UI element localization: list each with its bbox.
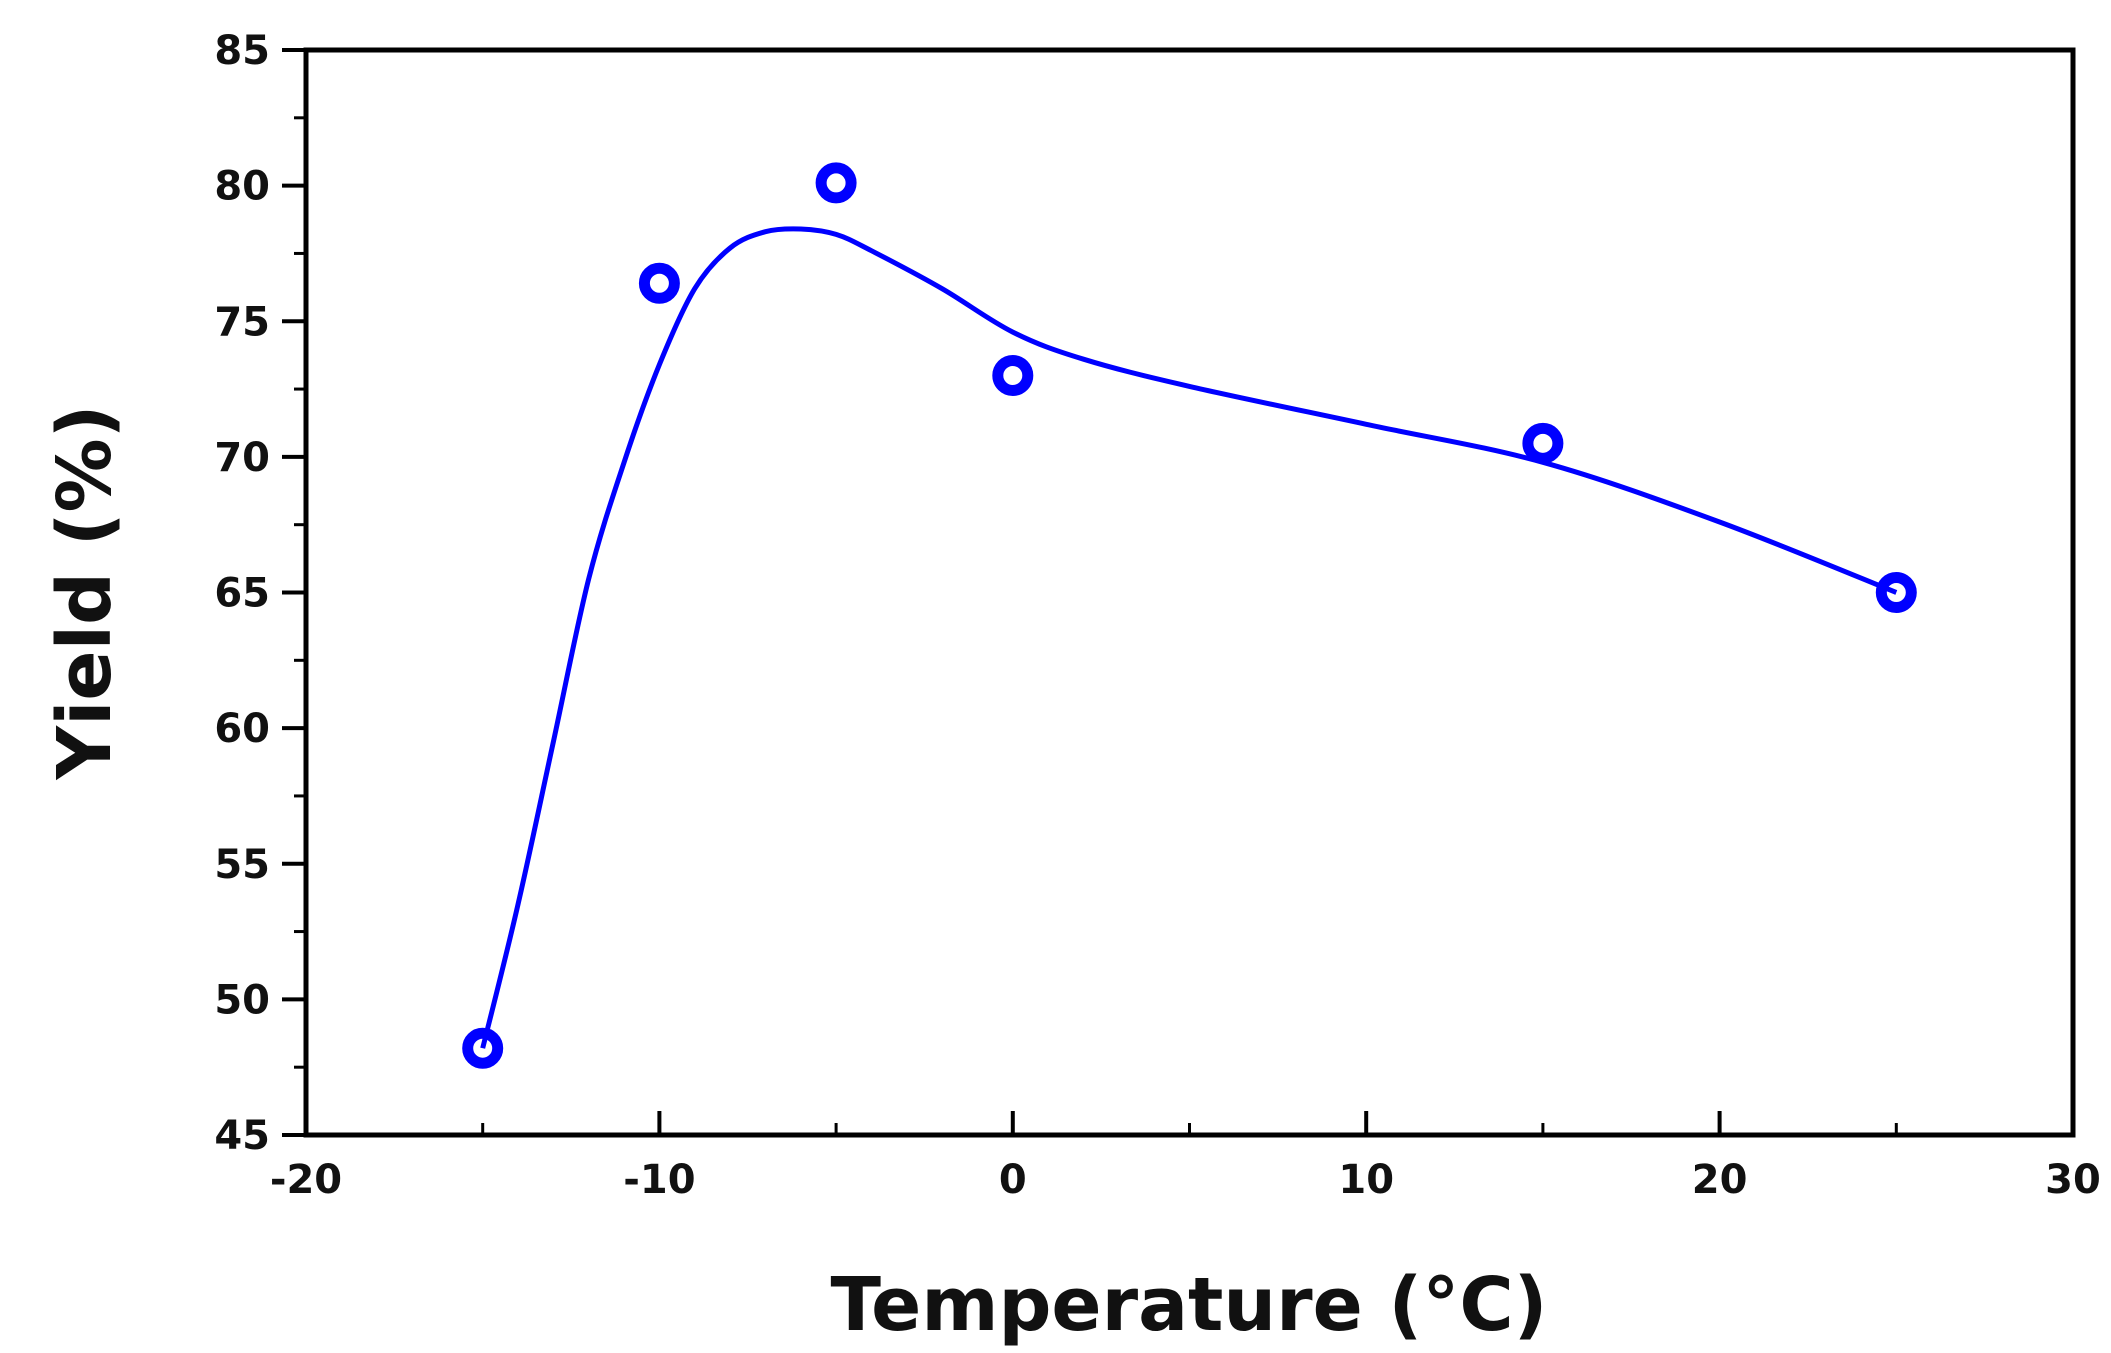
data-point bbox=[638, 262, 680, 304]
data-point bbox=[462, 1027, 504, 1069]
y-tick-label: 75 bbox=[214, 299, 270, 345]
y-tick-label: 65 bbox=[214, 571, 270, 617]
axis-tick-labels: -20 -10 0 10 20 30 45 50 55 60 65 70 75 80 85 bbox=[214, 28, 2101, 1203]
x-axis-title: Temperature (°C) bbox=[831, 1262, 1548, 1348]
x-tick-label: -10 bbox=[623, 1157, 695, 1203]
y-tick-label: 70 bbox=[214, 435, 270, 481]
data-points bbox=[462, 162, 1917, 1069]
data-point bbox=[1522, 422, 1564, 464]
data-point bbox=[815, 162, 857, 204]
axis-ticks bbox=[282, 48, 2075, 1137]
x-tick-label: 10 bbox=[1338, 1157, 1394, 1203]
y-tick-label: 45 bbox=[214, 1113, 270, 1159]
plot-frame bbox=[303, 47, 2076, 1138]
y-tick-label: 50 bbox=[214, 977, 270, 1023]
x-tick-label: 20 bbox=[1692, 1157, 1748, 1203]
fit-curve bbox=[480, 226, 1898, 1049]
data-point bbox=[992, 355, 1034, 396]
x-tick-label: -20 bbox=[270, 1157, 342, 1203]
y-tick-label: 80 bbox=[214, 164, 270, 210]
x-tick-label: 30 bbox=[2045, 1157, 2101, 1203]
x-tick-label: 0 bbox=[999, 1157, 1027, 1203]
data-point bbox=[1875, 572, 1917, 613]
y-tick-label: 55 bbox=[214, 842, 270, 888]
y-axis-title: Yield (%) bbox=[42, 404, 128, 780]
y-tick-label: 60 bbox=[214, 706, 270, 752]
y-tick-label: 85 bbox=[214, 28, 270, 74]
